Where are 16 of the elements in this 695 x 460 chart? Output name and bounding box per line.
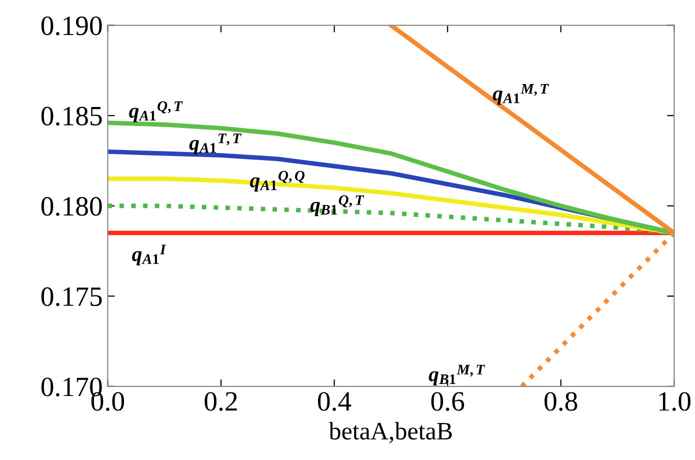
- series-label: q$_{A1}$$^{Q,T}$: [129, 101, 183, 122]
- series-label: q$_{A1}$$^{I}$: [132, 244, 166, 266]
- y-tick-label: 0.190: [41, 16, 102, 36]
- series-label: q$_{A1}$$^{T,T}$: [189, 134, 242, 154]
- series-label: q$_{A1}$$^{M,T}$: [492, 84, 550, 105]
- x-tick-label: 0.6: [431, 392, 464, 411]
- x-axis-title: betaA,betaB: [328, 422, 452, 444]
- y-tick-label: 0.175: [41, 287, 102, 306]
- y-tick-label: 0.180: [41, 197, 102, 216]
- y-tick-label: 0.185: [41, 106, 102, 126]
- x-tick-label: 0.8: [544, 392, 578, 411]
- series-label: q$_{B1}$$^{Q,T}$: [310, 195, 364, 216]
- x-tick-label: 1.0: [659, 392, 690, 411]
- series-label: q$_{B1}$$^{M,T}$: [428, 364, 486, 386]
- x-tick-label: 0.2: [204, 392, 237, 411]
- x-tick-label: 0.4: [318, 392, 352, 411]
